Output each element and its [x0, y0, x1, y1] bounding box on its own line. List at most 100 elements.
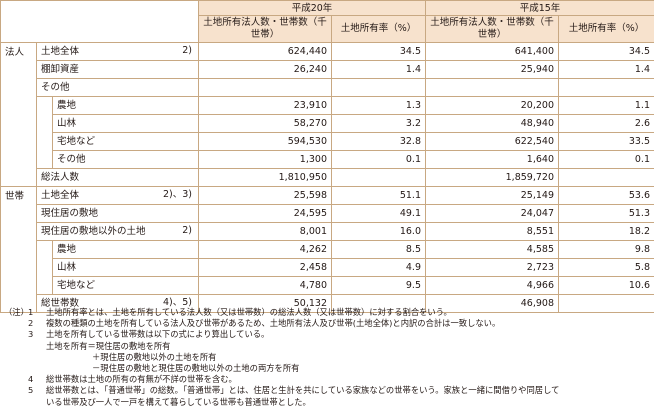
cell-count-2008: 25,598	[199, 187, 332, 205]
indent-cell	[37, 97, 53, 169]
cell-rate-2003: 18.2	[559, 223, 654, 241]
table-row: 山林 58,270 3.2 48,940 2.6	[1, 115, 654, 133]
cell-rate-2008: 0.1	[332, 151, 426, 169]
cell-count-2008: 26,240	[199, 61, 332, 79]
footnotes: （注） 1 土地所有率とは、土地を所有している法人数（又は世帯数）の総法人数（又…	[0, 307, 654, 408]
cell-count-2003	[426, 79, 559, 97]
cell-count-2008: 1,300	[199, 151, 332, 169]
cell-count-2003: 48,940	[426, 115, 559, 133]
table-row: 農地 4,262 8.5 4,585 9.8	[1, 241, 654, 259]
cell-rate-2003	[559, 79, 654, 97]
cell-count-2003: 24,047	[426, 205, 559, 223]
footnote: 4 総世帯数は土地の所有の有無が不詳の世帯を含む。	[0, 374, 654, 385]
footnote-number: 1	[28, 307, 33, 318]
row-label: 総法人数	[37, 169, 199, 187]
table-row: 山林 2,458 4.9 2,723 5.8	[1, 259, 654, 277]
cell-rate-2003: 5.8	[559, 259, 654, 277]
row-label: 山林	[53, 259, 199, 277]
cell-count-2003: 4,585	[426, 241, 559, 259]
cell-count-2003: 1,640	[426, 151, 559, 169]
header-year-2003: 平成15年	[426, 1, 654, 16]
cell-count-2003: 2,723	[426, 259, 559, 277]
row-label: 農地	[53, 97, 199, 115]
cell-count-2003: 4,966	[426, 277, 559, 295]
cell-count-2008: 2,458	[199, 259, 332, 277]
table-row: その他 1,300 0.1 1,640 0.1	[1, 151, 654, 169]
cell-rate-2008: 3.2	[332, 115, 426, 133]
row-label: 山林	[53, 115, 199, 133]
land-ownership-table: 平成20年 平成15年 土地所有法人数・世帯数（千世帯） 土地所有率（%） 土地…	[0, 0, 654, 313]
cell-count-2003: 622,540	[426, 133, 559, 151]
cell-rate-2008: 4.9	[332, 259, 426, 277]
table-row: その他	[1, 79, 654, 97]
cell-count-2003: 25,149	[426, 187, 559, 205]
cell-count-2008: 594,530	[199, 133, 332, 151]
cell-rate-2003: 33.5	[559, 133, 654, 151]
table-row: 農地 23,910 1.3 20,200 1.1	[1, 97, 654, 115]
cell-count-2003: 8,551	[426, 223, 559, 241]
footnote-text: 土地を所有している世帯数は以下の式により算出している。	[46, 329, 269, 340]
footnote: 5 総世帯数とは、「普通世帯」の総数。「普通世帯」とは、住居と生計を共にしている…	[0, 385, 654, 396]
row-label: 宅地など	[53, 133, 199, 151]
table-row: 宅地など 4,780 9.5 4,966 10.6	[1, 277, 654, 295]
cell-rate-2003: 2.6	[559, 115, 654, 133]
cell-rate-2003	[559, 169, 654, 187]
table-row: 宅地など 594,530 32.8 622,540 33.5	[1, 133, 654, 151]
group-label-household: 世帯	[1, 187, 37, 313]
header-rate-2003: 土地所有率（%）	[559, 16, 654, 43]
formula-line: －現住居の敷地と現住居の敷地以外の土地の両方を所有	[0, 363, 654, 374]
cell-count-2003: 641,400	[426, 43, 559, 61]
footnote-number: 4	[28, 374, 33, 385]
cell-rate-2008: 16.0	[332, 223, 426, 241]
footnote-number: 3	[28, 329, 33, 340]
row-note: 2)	[182, 43, 192, 59]
formula-line: 土地を所有＝現住居の敷地を所有	[0, 341, 654, 352]
footnote: 2 複数の種類の土地を所有している法人及び世帯があるため、土地所有法人及び世帯(…	[0, 318, 654, 329]
cell-rate-2003: 10.6	[559, 277, 654, 295]
row-note: 2)、3)	[163, 187, 192, 203]
row-label: 棚卸資産	[37, 61, 199, 79]
cell-count-2008: 24,595	[199, 205, 332, 223]
cell-count-2003: 25,940	[426, 61, 559, 79]
table-row: 棚卸資産 26,240 1.4 25,940 1.4	[1, 61, 654, 79]
footnote: 3 土地を所有している世帯数は以下の式により算出している。	[0, 329, 654, 340]
cell-rate-2008: 34.5	[332, 43, 426, 61]
cell-rate-2003: 0.1	[559, 151, 654, 169]
row-label: 農地	[53, 241, 199, 259]
footnote-continuation: いる世帯及び一人で一戸を構えて暮らしている世帯も普通世帯とした。	[0, 397, 654, 408]
footnote-number: 2	[28, 318, 33, 329]
cell-rate-2008	[332, 79, 426, 97]
footnote-text: 複数の種類の土地を所有している法人及び世帯があるため、土地所有法人及び世帯(土地…	[46, 318, 500, 329]
cell-count-2008: 1,810,950	[199, 169, 332, 187]
cell-rate-2008: 1.3	[332, 97, 426, 115]
cell-rate-2003: 1.4	[559, 61, 654, 79]
row-note: 2)	[182, 223, 192, 239]
cell-count-2008: 4,780	[199, 277, 332, 295]
footnote-text: 総世帯数とは、「普通世帯」の総数。「普通世帯」とは、住居と生計を共にしている家族…	[46, 385, 559, 396]
cell-count-2008: 4,262	[199, 241, 332, 259]
cell-rate-2008: 9.5	[332, 277, 426, 295]
header-year-2008: 平成20年	[199, 1, 426, 16]
indent-cell	[37, 241, 53, 295]
table-row: 現住居の敷地 24,595 49.1 24,047 51.3	[1, 205, 654, 223]
footnote-number: 5	[28, 385, 33, 396]
cell-count-2008: 624,440	[199, 43, 332, 61]
row-label: その他	[53, 151, 199, 169]
cell-count-2008	[199, 79, 332, 97]
cell-count-2008: 58,270	[199, 115, 332, 133]
cell-rate-2003: 53.6	[559, 187, 654, 205]
cell-rate-2008: 1.4	[332, 61, 426, 79]
footnote-prefix: （注）	[4, 307, 29, 318]
cell-rate-2008: 51.1	[332, 187, 426, 205]
cell-rate-2003: 9.8	[559, 241, 654, 259]
header-count-2003: 土地所有法人数・世帯数（千世帯）	[426, 16, 559, 43]
footnote-text: 総世帯数は土地の所有の有無が不詳の世帯を含む。	[46, 374, 237, 385]
group-label-corporation: 法人	[1, 43, 37, 187]
cell-rate-2003: 34.5	[559, 43, 654, 61]
row-label: 現住居の敷地	[37, 205, 199, 223]
